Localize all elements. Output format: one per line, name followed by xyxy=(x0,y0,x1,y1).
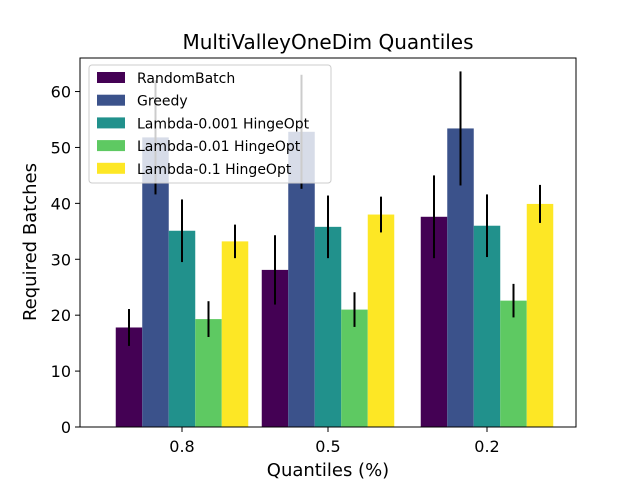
y-tick-label: 40 xyxy=(51,194,71,213)
legend-label: Lambda-0.1 HingeOpt xyxy=(137,162,292,178)
y-tick-label: 60 xyxy=(51,83,71,102)
x-tick-label: 0.2 xyxy=(474,437,499,456)
x-axis-label: Quantiles (%) xyxy=(267,460,389,480)
bar-lambda-0-001-hingeopt-0.2 xyxy=(473,225,501,427)
bar-lambda-0-1-hingeopt-0.5 xyxy=(367,214,395,427)
legend-swatch xyxy=(97,140,125,152)
legend: RandomBatch Greedy Lambda-0.001 HingeOpt La… xyxy=(88,64,332,184)
legend-swatch xyxy=(97,117,125,129)
bars-layer xyxy=(115,128,554,428)
y-tick-label: 0 xyxy=(61,418,71,437)
bar-lambda-0-1-hingeopt-0.2 xyxy=(526,203,554,427)
y-tick-label: 30 xyxy=(51,250,71,269)
bar-lambda-0-01-hingeopt-0.8 xyxy=(195,319,222,427)
legend-swatch xyxy=(97,94,125,106)
bar-lambda-0-01-hingeopt-0.2 xyxy=(500,300,527,427)
legend-swatch xyxy=(97,162,125,174)
legend-label: Lambda-0.01 HingeOpt xyxy=(137,139,301,155)
y-tick-label: 10 xyxy=(51,362,71,381)
bar-lambda-0-001-hingeopt-0.8 xyxy=(168,230,196,427)
y-axis-ticks: 0 10 20 30 40 50 60 xyxy=(51,83,80,437)
legend-box xyxy=(88,64,332,184)
legend-label: Greedy xyxy=(137,94,188,110)
legend-label: RandomBatch xyxy=(137,71,235,87)
y-tick-label: 20 xyxy=(51,306,71,325)
y-axis-label: Required Batches xyxy=(20,163,41,321)
x-tick-label: 0.5 xyxy=(315,437,340,456)
chart-title: MultiValleyOneDim Quantiles xyxy=(182,30,473,54)
bar-lambda-0-1-hingeopt-0.8 xyxy=(221,241,249,427)
x-tick-label: 0.8 xyxy=(169,437,194,456)
legend-swatch xyxy=(97,72,125,83)
y-tick-label: 50 xyxy=(51,138,71,157)
bar-lambda-0-001-hingeopt-0.5 xyxy=(314,226,342,427)
legend-label: Lambda-0.001 HingeOpt xyxy=(137,116,310,132)
x-axis-ticks: 0.8 0.5 0.2 xyxy=(169,427,500,456)
plot-frame xyxy=(79,57,577,428)
bar-lambda-0-01-hingeopt-0.5 xyxy=(341,309,368,427)
